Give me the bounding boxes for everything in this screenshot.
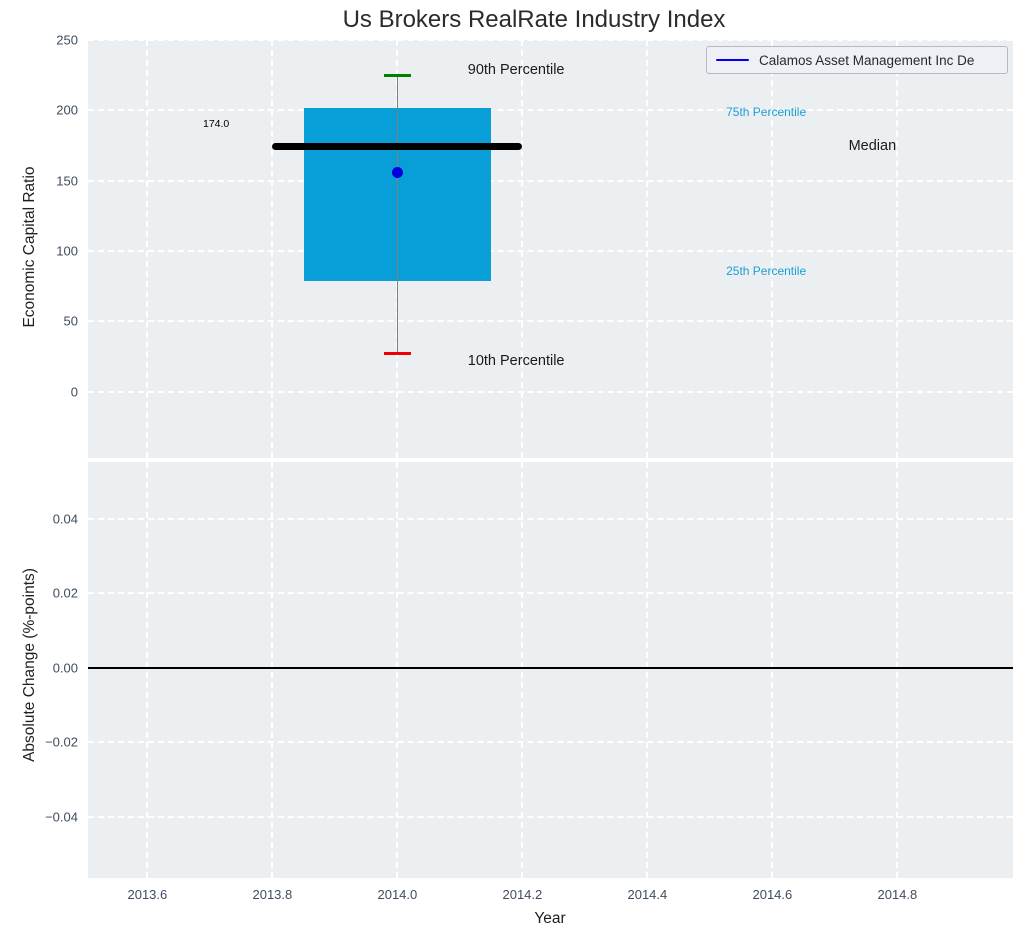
y-tick-label: 250 — [56, 32, 78, 48]
gridline-vertical — [771, 40, 774, 458]
gridline-horizontal — [88, 815, 1013, 818]
y-tick-label: 150 — [56, 173, 78, 189]
y-axis-label-bottom: Absolute Change (%-points) — [21, 568, 38, 762]
cap-10th-percentile — [383, 352, 412, 356]
y-tick-label: 0.00 — [52, 660, 78, 676]
x-tick-label: 2013.8 — [252, 887, 293, 902]
gridline-vertical — [146, 462, 149, 878]
gridline-vertical — [271, 40, 274, 458]
y-tick-label: −0.04 — [45, 809, 78, 825]
plot-area-bottom — [88, 462, 1013, 878]
gridline-horizontal — [88, 320, 1013, 323]
median-line — [272, 143, 523, 151]
gridline-vertical — [646, 40, 649, 458]
x-tick-label: 2014.0 — [377, 887, 418, 902]
annotation-174-0: 174.0 — [202, 118, 230, 131]
annotation-75th-percentile: 75th Percentile — [726, 105, 807, 120]
gridline-vertical — [271, 462, 274, 878]
y-tick-label: 0 — [70, 384, 78, 400]
gridline-vertical — [771, 462, 774, 878]
x-tick-label: 2013.6 — [127, 887, 168, 902]
cap-90th-percentile — [383, 73, 412, 77]
y-tick-label: 50 — [63, 313, 78, 329]
gridline-horizontal — [88, 40, 1013, 41]
x-tick-label: 2014.2 — [502, 887, 543, 902]
plot-area-top: 174.0 90th Percentile 10th Percentile 75th … — [88, 40, 1013, 458]
gridline-vertical — [521, 40, 524, 458]
annotation-10th-percentile: 10th Percentile — [467, 352, 565, 369]
gridline-vertical — [896, 40, 899, 458]
gridline-vertical — [396, 462, 399, 878]
gridline-horizontal — [88, 517, 1013, 520]
legend-label: Calamos Asset Management Inc De — [759, 52, 975, 68]
annotation-25th-percentile: 25th Percentile — [726, 263, 807, 278]
company-value-dot — [391, 166, 403, 178]
gridline-horizontal — [88, 592, 1013, 595]
annotation-90th-percentile: 90th Percentile — [467, 61, 565, 78]
y-tick-label: 200 — [56, 102, 78, 118]
x-tick-label: 2014.6 — [752, 887, 793, 902]
gridline-horizontal — [88, 741, 1013, 744]
gridline-vertical — [146, 40, 149, 458]
y-tick-label: −0.02 — [45, 734, 78, 750]
x-tick-label: 2014.4 — [627, 887, 668, 902]
legend: Calamos Asset Management Inc De — [706, 46, 1008, 74]
zero-line — [88, 666, 1013, 669]
x-axis-label: Year — [534, 910, 566, 927]
gridline-horizontal — [88, 250, 1013, 253]
y-tick-label: 100 — [56, 243, 78, 259]
gridline-horizontal — [88, 109, 1013, 112]
gridline-vertical — [521, 462, 524, 878]
gridline-horizontal — [88, 390, 1013, 393]
gridline-vertical — [896, 462, 899, 878]
y-axis-label-top: Economic Capital Ratio — [21, 166, 38, 328]
gridline-vertical — [646, 462, 649, 878]
x-tick-label: 2014.8 — [877, 887, 918, 902]
gridline-horizontal — [88, 179, 1013, 182]
y-tick-label: 0.02 — [52, 585, 78, 601]
whisker-line — [396, 75, 399, 354]
chart-title: Us Brokers RealRate Industry Index — [342, 6, 726, 33]
annotation-median: Median — [848, 137, 897, 154]
y-tick-label: 0.04 — [52, 511, 78, 527]
legend-line-sample — [716, 58, 749, 62]
